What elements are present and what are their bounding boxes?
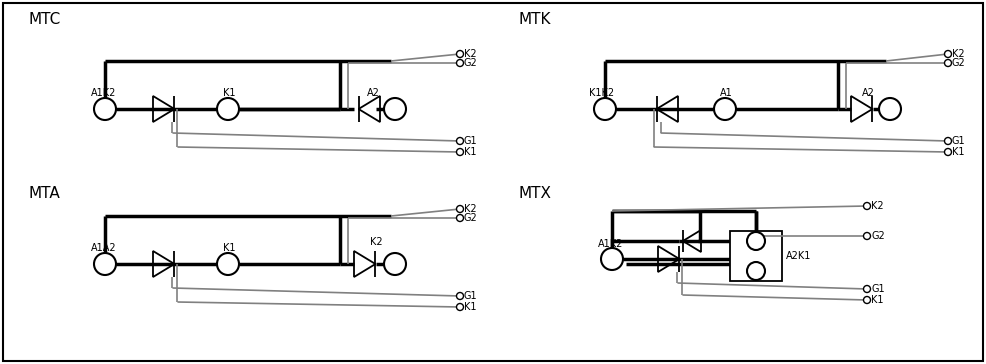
Text: K2: K2 [952, 49, 964, 59]
Text: K2: K2 [871, 201, 883, 211]
Circle shape [457, 51, 463, 58]
Circle shape [601, 248, 623, 270]
Text: G2: G2 [871, 231, 884, 241]
Text: A1K2: A1K2 [598, 239, 623, 249]
Text: G2: G2 [464, 213, 478, 223]
Text: K2: K2 [464, 204, 476, 214]
Circle shape [945, 51, 951, 58]
Circle shape [864, 297, 871, 304]
Circle shape [457, 214, 463, 222]
Circle shape [384, 98, 406, 120]
Circle shape [457, 206, 463, 213]
Text: 2: 2 [753, 266, 759, 276]
Text: 2: 2 [225, 259, 232, 269]
Text: 3: 3 [391, 104, 398, 114]
Text: 3: 3 [886, 104, 893, 114]
Text: K2: K2 [464, 49, 476, 59]
Text: MTX: MTX [518, 186, 551, 202]
Circle shape [457, 293, 463, 300]
Circle shape [457, 59, 463, 67]
Text: A1: A1 [720, 88, 733, 98]
Text: MTK: MTK [518, 12, 550, 27]
Text: K1: K1 [464, 302, 476, 312]
Text: G1: G1 [952, 136, 965, 146]
Circle shape [217, 98, 239, 120]
Text: K1: K1 [223, 88, 236, 98]
Text: 2: 2 [722, 104, 729, 114]
Text: 1: 1 [601, 104, 608, 114]
Text: A1A2: A1A2 [91, 243, 116, 253]
Circle shape [217, 253, 239, 275]
Circle shape [945, 149, 951, 155]
Circle shape [747, 262, 765, 280]
Text: A2: A2 [862, 88, 875, 98]
Text: A1K2: A1K2 [91, 88, 116, 98]
Text: 1: 1 [102, 104, 108, 114]
Circle shape [384, 253, 406, 275]
Circle shape [94, 98, 116, 120]
Text: MTC: MTC [28, 12, 60, 27]
Text: G1: G1 [871, 284, 884, 294]
Circle shape [94, 253, 116, 275]
Circle shape [457, 138, 463, 145]
Bar [730, 231, 782, 281]
Text: K1: K1 [952, 147, 964, 157]
Circle shape [864, 285, 871, 293]
Text: MTA: MTA [28, 186, 60, 202]
Circle shape [945, 138, 951, 145]
Circle shape [864, 233, 871, 240]
Text: G2: G2 [464, 58, 478, 68]
Text: G1: G1 [464, 291, 477, 301]
Circle shape [879, 98, 901, 120]
Text: A2K1: A2K1 [786, 251, 811, 261]
Text: 1: 1 [608, 254, 615, 264]
Text: K2: K2 [370, 237, 383, 247]
Circle shape [714, 98, 736, 120]
Text: 1: 1 [102, 259, 108, 269]
Text: A2: A2 [367, 88, 380, 98]
Text: G2: G2 [952, 58, 965, 68]
Text: 3: 3 [391, 259, 398, 269]
Circle shape [864, 202, 871, 210]
Circle shape [747, 232, 765, 250]
Text: K1K2: K1K2 [589, 88, 614, 98]
Circle shape [945, 59, 951, 67]
Circle shape [457, 149, 463, 155]
Text: K1: K1 [464, 147, 476, 157]
Text: 2: 2 [225, 104, 232, 114]
Circle shape [457, 304, 463, 310]
Text: K1: K1 [871, 295, 883, 305]
Text: K1: K1 [223, 243, 236, 253]
Circle shape [594, 98, 616, 120]
Text: G1: G1 [464, 136, 477, 146]
Text: 3: 3 [753, 236, 759, 246]
